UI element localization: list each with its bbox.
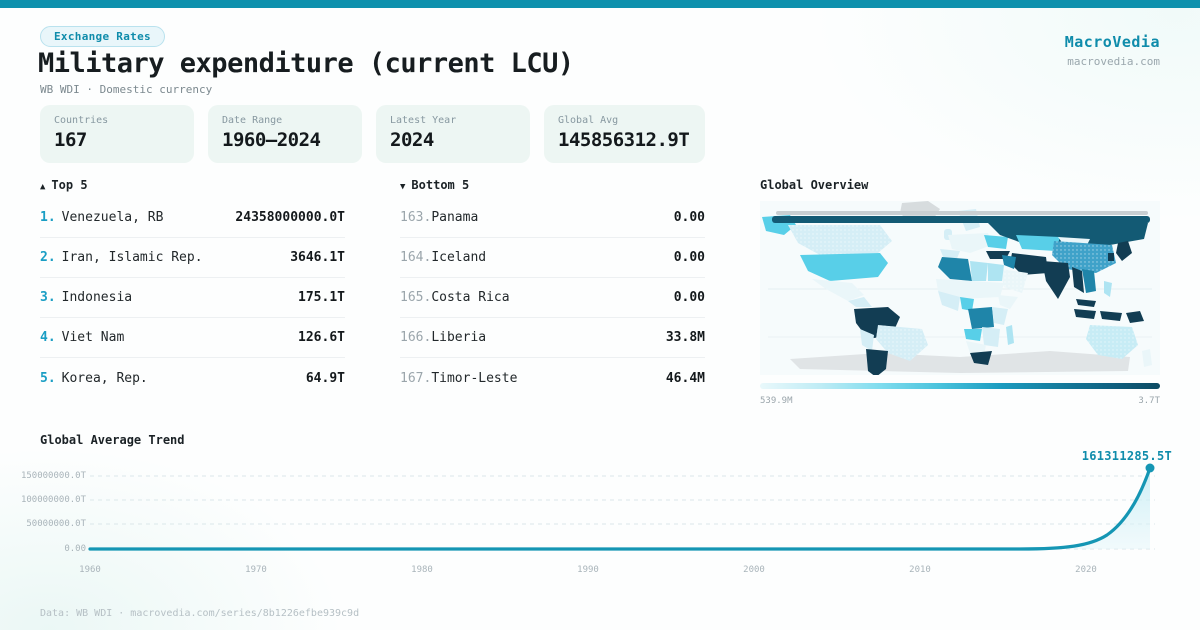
stat-value: 1960—2024 (222, 129, 321, 151)
trend-line (88, 466, 1152, 551)
country-name: Venezuela, RB (61, 210, 164, 225)
global-overview-panel: Global Overview (760, 178, 1160, 406)
legend-max: 3.7T (1138, 396, 1160, 406)
stat-value: 167 (54, 129, 87, 151)
stat-label: Countries (54, 115, 109, 126)
map-legend-labels: 539.9M 3.7T (760, 396, 1160, 406)
stat-label: Latest Year (390, 115, 457, 126)
footer-source: Data: WB WDI · macrovedia.com/series/8b1… (40, 608, 360, 619)
rank: 165. (400, 290, 432, 305)
bottom5-header: ▼ Bottom 5 (400, 178, 705, 192)
page-title: Military expenditure (current LCU) (38, 48, 574, 79)
country-value: 0.00 (673, 250, 705, 265)
down-triangle-icon: ▼ (400, 182, 406, 192)
x-axis-tick: 1970 (245, 565, 267, 575)
stat-card-latest-year: Latest Year 2024 (376, 105, 530, 163)
bottom5-header-label: Bottom 5 (411, 178, 470, 192)
country-value: 24358000000.0T (235, 210, 345, 225)
rank: 166. (400, 330, 432, 345)
rank: 2. (40, 250, 56, 265)
y-axis-tick: 100000000.0T (20, 495, 86, 505)
map-continents (762, 201, 1152, 375)
brand-domain: macrovedia.com (1067, 55, 1160, 68)
country-name: Korea, Rep. (61, 370, 148, 386)
trend-area (1020, 468, 1150, 549)
list-item: 163. Panama 0.00 (400, 198, 705, 238)
bottom5-list: ▼ Bottom 5 163. Panama 0.00 164. Iceland 0.00… (400, 178, 705, 398)
country-name: Costa Rica (431, 290, 510, 305)
x-axis-tick: 2000 (743, 565, 765, 575)
map-stripe-dark (772, 216, 1150, 223)
trend-section: Global Average Trend 150000000.0T 100000… (0, 425, 1200, 605)
stat-label: Date Range (222, 115, 283, 126)
country-name: Iceland (431, 250, 487, 265)
country-value: 46.4M (665, 370, 705, 386)
x-axis-tick: 2020 (1075, 565, 1097, 575)
rank: 3. (40, 290, 56, 305)
x-axis-tick: 1960 (79, 565, 101, 575)
category-badge[interactable]: Exchange Rates (40, 26, 165, 47)
rank: 167. (400, 370, 432, 386)
trend-line-chart (88, 463, 1155, 551)
map-stripe-gray (776, 211, 1148, 215)
country-name: Indonesia (61, 290, 133, 305)
country-name: Timor-Leste (431, 370, 518, 386)
country-value: 126.6T (298, 330, 345, 345)
map-legend-gradient (760, 383, 1160, 389)
list-item: 164. Iceland 0.00 (400, 238, 705, 278)
up-triangle-icon: ▲ (40, 182, 46, 192)
y-axis-tick: 150000000.0T (20, 471, 86, 481)
rank: 4. (40, 330, 56, 345)
brand-name: MacroVedia (1064, 33, 1160, 51)
country-value: 3646.1T (290, 250, 345, 265)
legend-min: 539.9M (760, 396, 793, 406)
trend-title: Global Average Trend (40, 433, 185, 447)
top5-header: ▲ Top 5 (40, 178, 345, 192)
world-choropleth-map (760, 201, 1160, 375)
country-value: 0.00 (673, 210, 705, 225)
country-name: Iran, Islamic Rep. (61, 250, 203, 265)
x-axis-tick: 1980 (411, 565, 433, 575)
stat-value: 2024 (390, 129, 434, 151)
country-value: 175.1T (298, 290, 345, 305)
list-item: 4. Viet Nam 126.6T (40, 318, 345, 358)
stat-card-countries: Countries 167 (40, 105, 194, 163)
country-value: 64.9T (305, 370, 345, 386)
rank: 5. (40, 370, 56, 386)
country-name: Panama (431, 210, 479, 225)
list-item: 2. Iran, Islamic Rep. 3646.1T (40, 238, 345, 278)
stat-label: Global Avg (558, 115, 619, 126)
list-item: 1. Venezuela, RB 24358000000.0T (40, 198, 345, 238)
list-item: 5. Korea, Rep. 64.9T (40, 358, 345, 398)
list-item: 167. Timor-Leste 46.4M (400, 358, 705, 398)
top5-list: ▲ Top 5 1. Venezuela, RB 24358000000.0T 2. I… (40, 178, 345, 398)
rank: 164. (400, 250, 432, 265)
x-axis-tick: 1990 (577, 565, 599, 575)
stat-card-global-avg: Global Avg 145856312.9T (544, 105, 706, 163)
y-axis-tick: 0.00 (64, 544, 86, 554)
y-axis-tick: 50000000.0T (26, 519, 86, 529)
map-title: Global Overview (760, 178, 869, 192)
list-item: 165. Costa Rica 0.00 (400, 278, 705, 318)
country-name: Viet Nam (61, 330, 125, 345)
brand-block: MacroVedia macrovedia.com (1065, 33, 1160, 68)
stat-card-date-range: Date Range 1960—2024 (208, 105, 362, 163)
country-name: Liberia (431, 330, 487, 345)
rank: 1. (40, 210, 56, 225)
stat-value: 145856312.9T (558, 129, 690, 151)
stat-cards: Countries 167 Date Range 1960—2024 Lates… (40, 105, 706, 163)
rank: 163. (400, 210, 432, 225)
page-subtitle: WB WDI · Domestic currency (40, 83, 213, 96)
top-accent-bar (0, 0, 1200, 8)
country-value: 0.00 (673, 290, 705, 305)
x-axis-tick: 2010 (909, 565, 931, 575)
trend-peak-dot (1145, 463, 1155, 473)
trend-peak-label: 161311285.5T (1081, 449, 1172, 463)
list-item: 166. Liberia 33.8M (400, 318, 705, 358)
top5-header-label: Top 5 (51, 178, 88, 192)
list-item: 3. Indonesia 175.1T (40, 278, 345, 318)
country-value: 33.8M (665, 330, 705, 345)
